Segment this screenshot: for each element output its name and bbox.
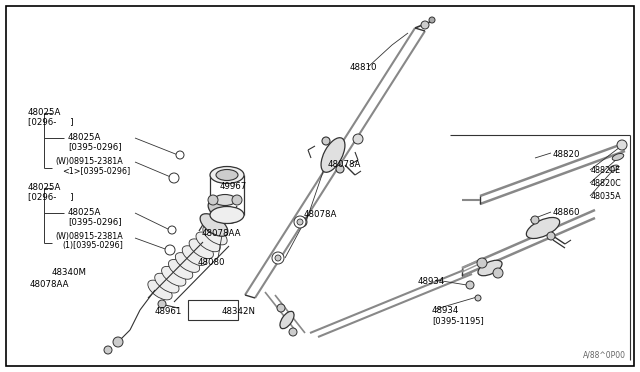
Text: (W)08915-2381A: (W)08915-2381A	[55, 157, 123, 166]
Ellipse shape	[189, 239, 213, 259]
Circle shape	[322, 137, 330, 145]
Text: 48035A: 48035A	[591, 192, 621, 201]
Circle shape	[475, 295, 481, 301]
Text: [0395-0296]: [0395-0296]	[68, 217, 122, 226]
Ellipse shape	[216, 170, 238, 180]
Circle shape	[289, 328, 297, 336]
Text: <1>[0395-0296]: <1>[0395-0296]	[62, 166, 131, 175]
Circle shape	[421, 21, 429, 29]
Circle shape	[297, 219, 303, 225]
Circle shape	[294, 216, 306, 228]
Circle shape	[275, 255, 281, 261]
Text: [0296-     ]: [0296- ]	[28, 192, 74, 201]
Ellipse shape	[196, 232, 220, 252]
Text: 48078A: 48078A	[304, 210, 337, 219]
Circle shape	[104, 346, 112, 354]
Ellipse shape	[182, 246, 207, 266]
Text: A/88^0P00: A/88^0P00	[583, 351, 626, 360]
Ellipse shape	[321, 138, 345, 172]
Text: 48080: 48080	[198, 258, 225, 267]
Circle shape	[429, 17, 435, 23]
Ellipse shape	[161, 266, 186, 286]
Text: 48025A: 48025A	[28, 108, 61, 117]
Text: (1)[0395-0296]: (1)[0395-0296]	[62, 241, 123, 250]
Text: [0296-     ]: [0296- ]	[28, 117, 74, 126]
Circle shape	[169, 173, 179, 183]
Circle shape	[158, 300, 166, 308]
Text: 48025A: 48025A	[68, 133, 101, 142]
Text: 48820E: 48820E	[591, 166, 621, 175]
Text: 48078AA: 48078AA	[202, 229, 241, 238]
Circle shape	[277, 304, 285, 312]
Text: 48820C: 48820C	[591, 179, 621, 188]
Circle shape	[477, 258, 487, 268]
Ellipse shape	[612, 154, 624, 160]
Circle shape	[232, 195, 242, 205]
Text: 48934: 48934	[418, 277, 445, 286]
Ellipse shape	[203, 225, 227, 245]
Circle shape	[531, 216, 539, 224]
Circle shape	[466, 281, 474, 289]
Circle shape	[297, 217, 307, 227]
Bar	[188, 300, 238, 320]
Text: 48820: 48820	[553, 150, 580, 159]
Circle shape	[113, 337, 123, 347]
Text: [0395-1195]: [0395-1195]	[432, 316, 484, 325]
Ellipse shape	[210, 206, 244, 224]
Ellipse shape	[280, 311, 294, 329]
Text: 48025A: 48025A	[68, 208, 101, 217]
Ellipse shape	[175, 253, 200, 272]
Text: 48340M: 48340M	[52, 268, 87, 277]
Ellipse shape	[214, 195, 236, 205]
Ellipse shape	[609, 165, 619, 171]
Circle shape	[272, 252, 284, 264]
Ellipse shape	[155, 273, 179, 293]
Ellipse shape	[208, 201, 236, 223]
Circle shape	[168, 226, 176, 234]
Circle shape	[336, 165, 344, 173]
Circle shape	[353, 134, 363, 144]
Circle shape	[617, 140, 627, 150]
Circle shape	[176, 151, 184, 159]
Ellipse shape	[168, 260, 193, 279]
Circle shape	[547, 232, 555, 240]
Circle shape	[493, 268, 503, 278]
Text: 48342N: 48342N	[222, 307, 256, 316]
Ellipse shape	[148, 280, 172, 300]
Ellipse shape	[210, 167, 244, 183]
Ellipse shape	[478, 260, 502, 276]
Ellipse shape	[526, 218, 559, 238]
Text: 48810: 48810	[350, 63, 378, 72]
Circle shape	[208, 195, 218, 205]
Text: 48078AA: 48078AA	[30, 280, 70, 289]
Ellipse shape	[200, 214, 228, 236]
Text: 49967: 49967	[220, 182, 247, 191]
Text: 48860: 48860	[553, 208, 580, 217]
Text: 48078A: 48078A	[328, 160, 362, 169]
Text: 48961: 48961	[155, 307, 182, 316]
Text: [0395-0296]: [0395-0296]	[68, 142, 122, 151]
Text: (W)08915-2381A: (W)08915-2381A	[55, 232, 123, 241]
Text: 48934: 48934	[432, 306, 460, 315]
Circle shape	[165, 245, 175, 255]
Text: 48025A: 48025A	[28, 183, 61, 192]
